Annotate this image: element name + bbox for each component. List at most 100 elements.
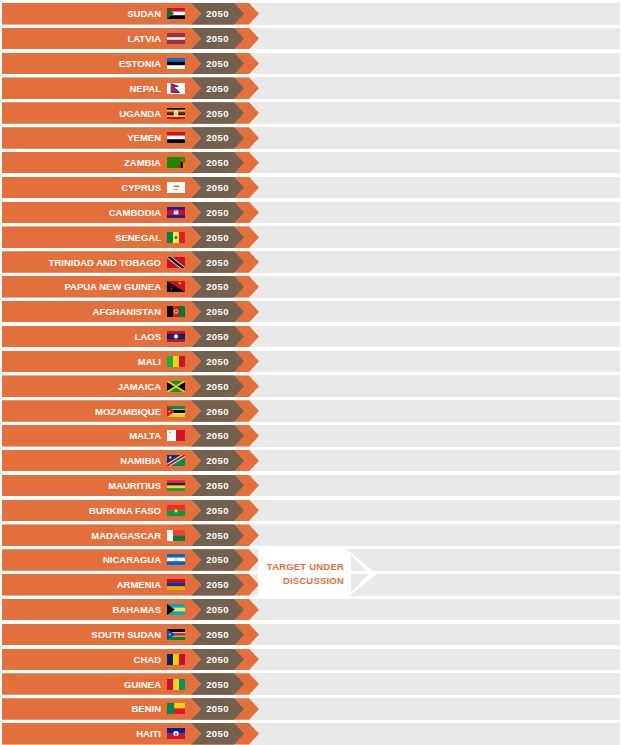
target-year-label: 2050 xyxy=(206,530,229,541)
target-year-label: 2050 xyxy=(206,132,229,143)
country-bar: GUINEA xyxy=(2,673,201,695)
country-bar: MAURITIUS xyxy=(2,475,201,497)
country-row: 2050 MOZAMBIQUE xyxy=(2,400,620,422)
cyprus-flag-icon xyxy=(167,182,185,193)
country-bar: YEMEN xyxy=(2,127,201,149)
cambodia-flag-icon xyxy=(167,207,185,218)
nicaragua-flag-icon xyxy=(167,554,185,565)
target-year-label: 2050 xyxy=(206,232,229,243)
country-row: 2050 SOUTH SUDAN xyxy=(2,624,620,646)
country-bar: LATVIA xyxy=(2,28,201,50)
country-row: 2050 ZAMBIA xyxy=(2,152,620,174)
sudan-flag-icon xyxy=(167,8,185,19)
country-row: 2050 TRINIDAD AND TOBAGO xyxy=(2,251,620,273)
guinea-flag-icon xyxy=(167,679,185,690)
country-label: PAPUA NEW GUINEA xyxy=(64,281,161,292)
country-bar: CAMBODIA xyxy=(2,202,201,224)
target-year-label: 2050 xyxy=(206,679,229,690)
country-row: 2050 SENEGAL xyxy=(2,226,620,248)
nepal-flag-icon xyxy=(167,83,185,94)
banner-text: TARGET UNDER DISCUSSION xyxy=(258,549,346,599)
zambia-flag-icon xyxy=(167,157,185,168)
country-label: BAHAMAS xyxy=(112,604,161,615)
burkina-flag-icon xyxy=(167,505,185,516)
target-year-label: 2050 xyxy=(206,281,229,292)
country-bar: SUDAN xyxy=(2,3,201,25)
country-bar: MALI xyxy=(2,351,201,373)
malta-flag-icon xyxy=(167,430,185,441)
estonia-flag-icon xyxy=(167,58,185,69)
country-row: 2050 UGANDA xyxy=(2,102,620,124)
country-bar: ESTONIA xyxy=(2,53,201,75)
country-bar: MOZAMBIQUE xyxy=(2,400,201,422)
country-label: MALI xyxy=(138,356,161,367)
target-year-label: 2050 xyxy=(206,58,229,69)
country-label: MOZAMBIQUE xyxy=(95,406,161,417)
country-label: SOUTH SUDAN xyxy=(91,629,161,640)
country-label: HAITI xyxy=(136,728,161,739)
country-bar: BENIN xyxy=(2,698,201,720)
country-label: UGANDA xyxy=(119,108,161,119)
target-year-label: 2050 xyxy=(206,554,229,565)
country-label: CHAD xyxy=(134,654,161,665)
namibia-flag-icon xyxy=(167,455,185,466)
country-label: SUDAN xyxy=(127,8,161,19)
country-label: BENIN xyxy=(131,703,161,714)
country-bar: AFGHANISTAN xyxy=(2,301,201,323)
target-year-label: 2050 xyxy=(206,306,229,317)
country-row: 2050 BAHAMAS xyxy=(2,599,620,621)
chad-flag-icon xyxy=(167,654,185,665)
country-label: TRINIDAD AND TOBAGO xyxy=(49,257,161,268)
bahamas-flag-icon xyxy=(167,604,185,615)
country-bar: CYPRUS xyxy=(2,177,201,199)
target-year-label: 2050 xyxy=(206,604,229,615)
target-year-label: 2050 xyxy=(206,703,229,714)
country-label: NEPAL xyxy=(130,83,162,94)
country-label: BURKINA FASO xyxy=(89,505,161,516)
country-row: 2050 BURKINA FASO xyxy=(2,500,620,522)
target-year-label: 2050 xyxy=(206,406,229,417)
target-year-label: 2050 xyxy=(206,331,229,342)
country-row: 2050 BENIN xyxy=(2,698,620,720)
afghanistan-flag-icon xyxy=(167,306,185,317)
mauritius-flag-icon xyxy=(167,480,185,491)
country-bar: ZAMBIA xyxy=(2,152,201,174)
country-bar: MADAGASCAR xyxy=(2,524,201,546)
target-year-label: 2050 xyxy=(206,629,229,640)
banner-arrow-icon xyxy=(346,549,380,599)
country-bar: MALTA xyxy=(2,425,201,447)
country-row: 2050 JAMAICA xyxy=(2,375,620,397)
madagascar-flag-icon xyxy=(167,530,185,541)
target-year-label: 2050 xyxy=(206,33,229,44)
country-label: JAMAICA xyxy=(118,381,161,392)
country-bar: ARMENIA xyxy=(2,574,201,596)
country-label: LAOS xyxy=(135,331,161,342)
country-row: 2050 SUDAN xyxy=(2,3,620,25)
target-year-label: 2050 xyxy=(206,455,229,466)
country-label: SENEGAL xyxy=(115,232,161,243)
country-label: LATVIA xyxy=(127,33,161,44)
target-year-label: 2050 xyxy=(206,356,229,367)
country-row: 2050 CYPRUS xyxy=(2,177,620,199)
latvia-flag-icon xyxy=(167,33,185,44)
country-row: 2050 LATVIA xyxy=(2,28,620,50)
mozambique-flag-icon xyxy=(167,406,185,417)
country-row: 2050 YEMEN xyxy=(2,127,620,149)
png-flag-icon xyxy=(167,281,185,292)
target-year-label: 2050 xyxy=(206,182,229,193)
country-row: 2050 MADAGASCAR xyxy=(2,524,620,546)
country-row: 2050 PAPUA NEW GUINEA xyxy=(2,276,620,298)
country-row: 2050 CHAD xyxy=(2,649,620,671)
country-row: 2050 HAITI xyxy=(2,723,620,745)
yemen-flag-icon xyxy=(167,132,185,143)
target-year-label: 2050 xyxy=(206,381,229,392)
country-row: 2050 ESTONIA xyxy=(2,53,620,75)
country-bar: JAMAICA xyxy=(2,375,201,397)
south_sudan-flag-icon xyxy=(167,629,185,640)
country-bar: NICARAGUA xyxy=(2,549,201,571)
target-year-label: 2050 xyxy=(206,480,229,491)
jamaica-flag-icon xyxy=(167,381,185,392)
country-label: CAMBODIA xyxy=(109,207,161,218)
country-bar: HAITI xyxy=(2,723,201,745)
country-label: CYPRUS xyxy=(121,182,161,193)
